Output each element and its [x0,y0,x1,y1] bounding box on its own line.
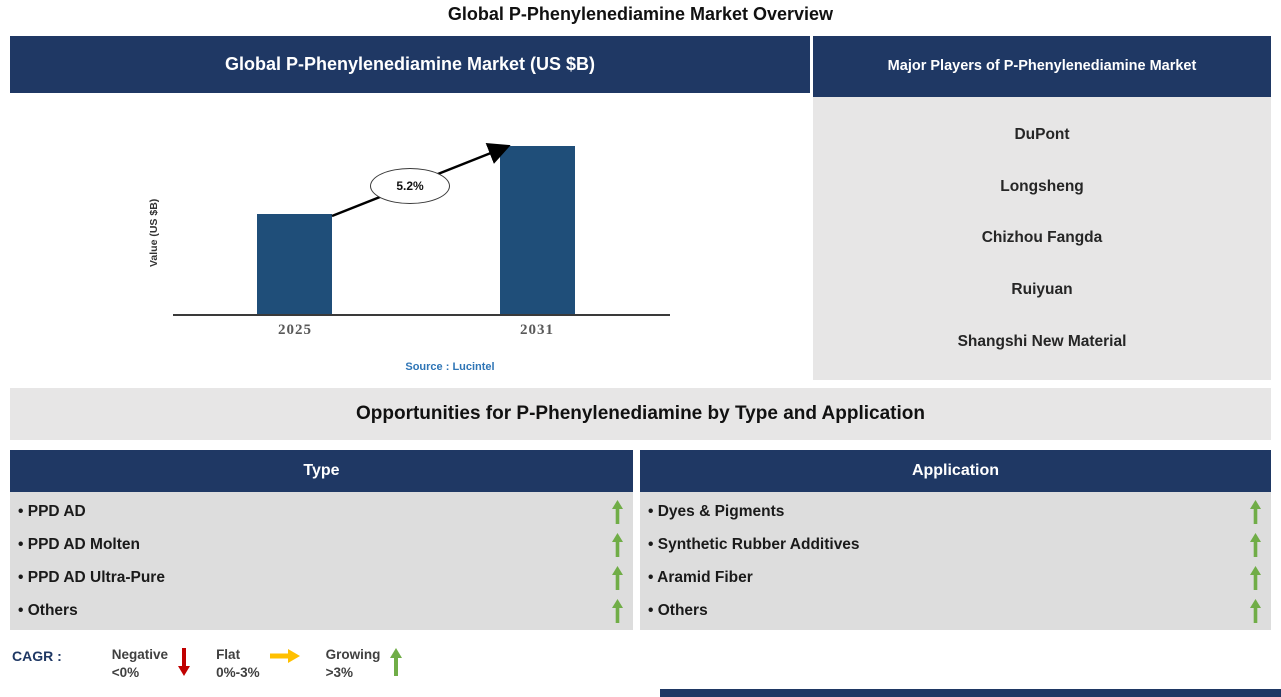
chart-title: Global P-Phenylenediamine Market (US $B) [10,36,810,93]
application-item: Synthetic Rubber Additives [640,528,1271,561]
type-item-label: Others [18,602,78,620]
up-arrow-icon [612,532,623,557]
type-item-label: PPD AD Ultra-Pure [18,569,165,587]
application-item-label: Others [648,602,708,620]
legend-range: 0%-3% [216,664,260,680]
application-list: Dyes & Pigments Synthetic Rubber Additiv… [640,492,1271,630]
bar-2031 [500,146,575,316]
market-chart-panel: Global P-Phenylenediamine Market (US $B)… [10,36,810,381]
up-arrow-icon [1250,532,1261,557]
up-arrow-icon [612,565,623,590]
cagr-legend: CAGR : Negative <0% Flat 0%-3% Growing >… [12,646,428,681]
players-panel-title: Major Players of P-Phenylenediamine Mark… [813,36,1271,97]
up-arrow-icon [1250,598,1261,623]
down-arrow-icon [178,646,191,681]
x-tick-2031: 2031 [520,322,554,338]
right-arrow-icon [269,646,300,669]
x-tick-2025: 2025 [278,322,312,338]
bar-2025 [257,214,332,316]
up-arrow-icon [1250,565,1261,590]
bottom-accent-strip [660,689,1281,697]
application-item: Dyes & Pigments [640,495,1271,528]
type-item: PPD AD Molten [10,528,633,561]
legend-label: Growing [325,647,381,662]
application-panel: Application Dyes & Pigments Synthetic Ru… [640,450,1271,630]
up-arrow-icon [612,598,623,623]
type-list: PPD AD PPD AD Molten PPD AD Ultra-Pure O… [10,492,633,630]
source-note: Source : Lucintel [405,361,495,373]
chart-plot-area: Value (US $B) 5.2% 2025 2031 Source : Lu… [10,93,810,381]
player-name: Chizhou Fangda [981,229,1103,247]
legend-range: <0% [111,664,140,680]
type-item: PPD AD Ultra-Pure [10,561,633,594]
type-item: Others [10,594,633,627]
up-arrow-icon [612,499,623,524]
application-item-label: Aramid Fiber [648,569,753,587]
application-item-label: Synthetic Rubber Additives [648,536,860,554]
player-name: Shangshi New Material [957,333,1127,351]
type-item-label: PPD AD Molten [18,536,140,554]
major-players-panel: Major Players of P-Phenylenediamine Mark… [813,36,1271,380]
legend-item-growing: Growing >3% [326,646,403,681]
application-item: Aramid Fiber [640,561,1271,594]
opportunities-title: Opportunities for P-Phenylenediamine by … [10,388,1271,440]
cagr-value: 5.2% [396,179,424,193]
legend-item-flat: Flat 0%-3% [216,646,300,681]
type-panel-title: Type [10,450,633,492]
application-item-label: Dyes & Pigments [648,503,785,521]
legend-title: CAGR : [12,648,62,664]
players-list: DuPont Longsheng Chizhou Fangda Ruiyuan … [813,97,1271,380]
x-axis-line [173,314,670,316]
application-panel-title: Application [640,450,1271,492]
legend-item-negative: Negative <0% [111,646,191,681]
application-item: Others [640,594,1271,627]
legend-label: Negative [111,647,169,662]
player-name: DuPont [1014,125,1070,143]
up-arrow-icon [1250,499,1261,524]
player-name: Longsheng [1000,177,1084,195]
player-name: Ruiyuan [1011,281,1073,299]
up-arrow-icon [390,646,403,681]
type-item-label: PPD AD [18,503,86,521]
page-title: Global P-Phenylenediamine Market Overvie… [447,4,834,24]
type-panel: Type PPD AD PPD AD Molten PPD AD Ultra-P… [10,450,633,630]
legend-range: >3% [325,664,353,680]
y-axis-label: Value (US $B) [148,198,160,268]
legend-label: Flat [216,647,241,662]
type-item: PPD AD [10,495,633,528]
cagr-callout: 5.2% [370,168,450,204]
